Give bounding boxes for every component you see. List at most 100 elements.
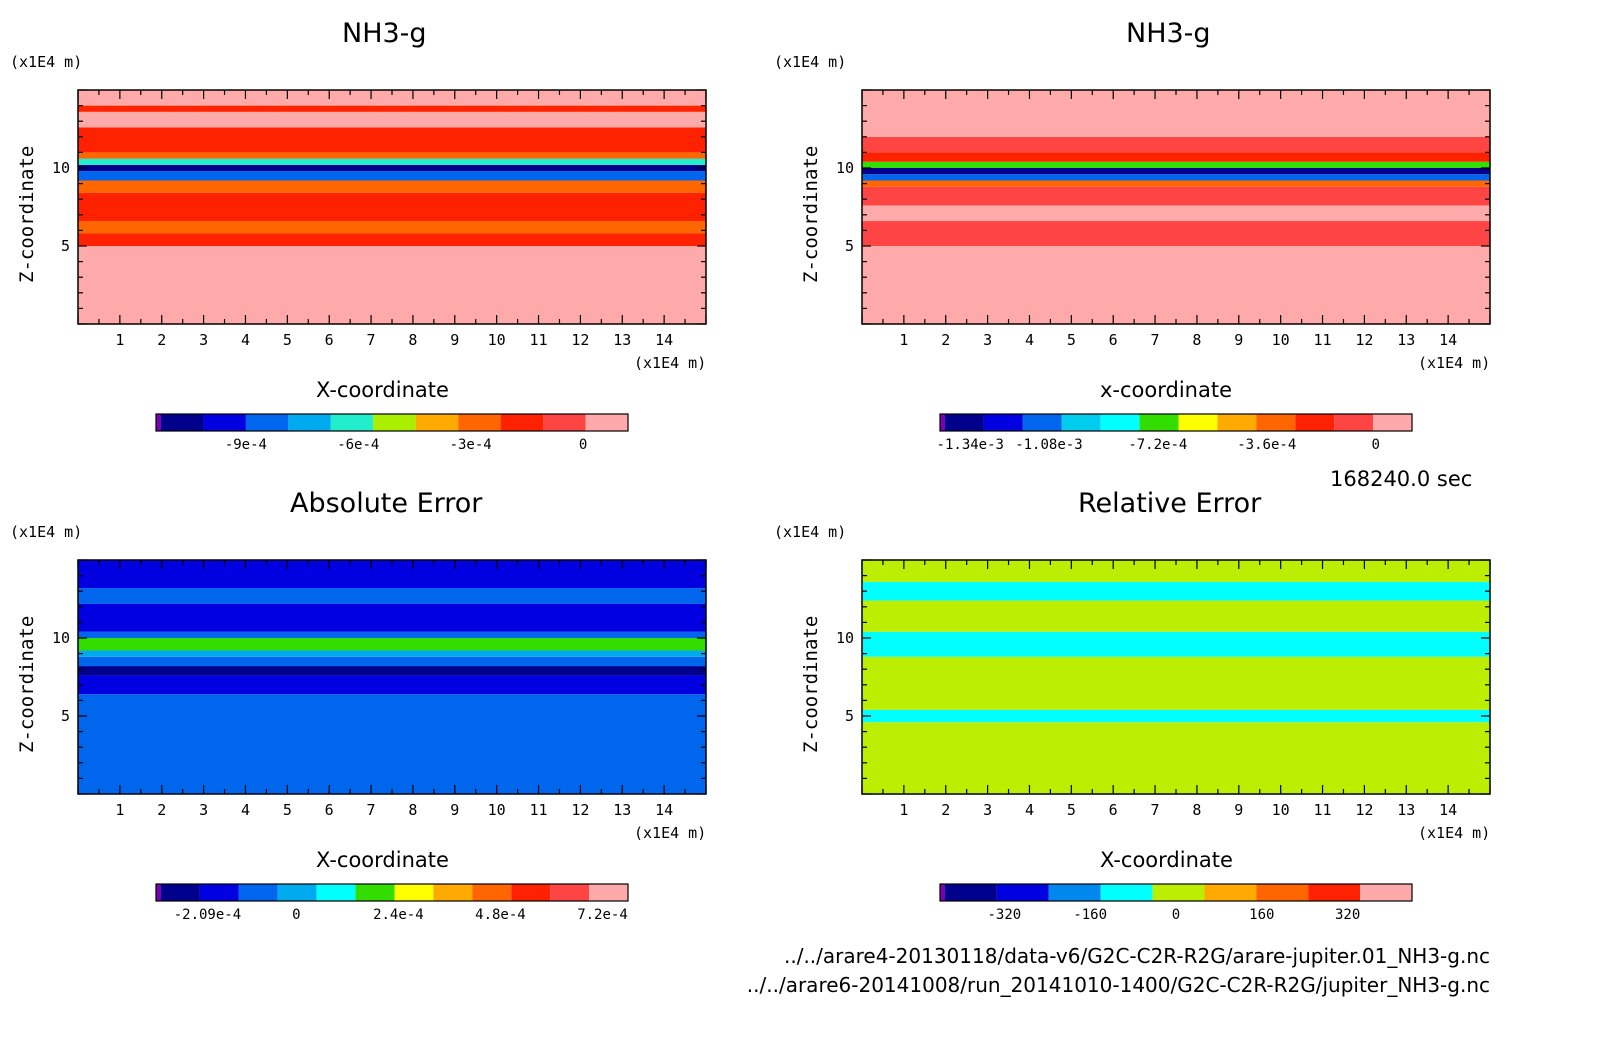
contour-band xyxy=(862,114,1490,137)
contour-band xyxy=(862,161,1490,168)
x-tick-label: 11 xyxy=(530,801,548,819)
contour-band xyxy=(78,171,706,181)
x-unit-label: (x1E4 m) xyxy=(634,354,707,372)
colorbar-tick-label: 0 xyxy=(1172,907,1180,923)
x-tick-label: 8 xyxy=(408,331,417,349)
contour-band xyxy=(862,631,1490,657)
colorbar-frame xyxy=(939,883,1413,902)
colorbar-segment xyxy=(1022,414,1062,431)
x-tick-label: 9 xyxy=(1234,801,1243,819)
colorbar-tick-label: 0 xyxy=(579,437,587,453)
colorbar-tick-label: 7.2e-4 xyxy=(577,907,628,923)
colorbar-tick-label: -320 xyxy=(988,907,1022,923)
contour-band xyxy=(862,168,1490,175)
colorbar-segment xyxy=(161,414,204,431)
colorbar-segment xyxy=(288,414,331,431)
x-tick-label: 5 xyxy=(1067,801,1076,819)
colorbar-tick-label: 320 xyxy=(1335,907,1360,923)
x-unit-label: (x1E4 m) xyxy=(1418,354,1491,372)
colorbar: -2.09e-4 0 2.4e-4 4.8e-4 7.2e-4 xyxy=(155,883,629,923)
contour-band xyxy=(78,90,706,106)
colorbar-tick-label: 4.8e-4 xyxy=(475,907,526,923)
colorbar-segment xyxy=(1152,884,1205,901)
colorbar-segment xyxy=(1100,414,1140,431)
x-tick-label: 3 xyxy=(983,801,992,819)
y-unit-label: (x1E4 m) xyxy=(10,53,83,71)
colorbar-tick-label: -3.6e-4 xyxy=(1237,437,1296,453)
x-tick-label: 7 xyxy=(367,331,376,349)
colorbar-segment xyxy=(245,414,289,431)
contour-band xyxy=(78,127,706,153)
colorbar-tick-label: -160 xyxy=(1073,907,1107,923)
x-axis-label: X-coordinate xyxy=(1100,848,1233,872)
contour-band xyxy=(862,174,1490,181)
contour-band xyxy=(78,111,706,128)
y-tick-label: 5 xyxy=(845,237,854,255)
x-axis-label: x-coordinate xyxy=(1100,378,1233,402)
colorbar-segment xyxy=(433,884,473,901)
x-tick-label: 6 xyxy=(325,801,334,819)
colorbar-segment xyxy=(1178,414,1218,431)
x-tick-label: 9 xyxy=(1234,331,1243,349)
colorbar-segment xyxy=(458,414,501,431)
colorbar-tick-label: -7.2e-4 xyxy=(1128,437,1187,453)
colorbar-segment xyxy=(472,884,512,901)
colorbar-segment xyxy=(199,884,239,901)
contour-band xyxy=(862,152,1490,162)
colorbar-segment xyxy=(1139,414,1179,431)
colorbar-segment xyxy=(550,884,590,901)
contour-band xyxy=(862,136,1490,153)
contour-band xyxy=(862,205,1490,222)
contour-band xyxy=(78,675,706,695)
contour-band xyxy=(78,180,706,193)
y-unit-label: (x1E4 m) xyxy=(10,523,83,541)
file-path-1: ../../arare4-20130118/data-v6/G2C-C2R-R2… xyxy=(783,944,1490,968)
colorbar-segment xyxy=(373,414,416,431)
x-tick-label: 7 xyxy=(367,801,376,819)
colorbar-segment xyxy=(1204,884,1257,901)
x-tick-label: 14 xyxy=(1439,331,1457,349)
file-path-2: ../../arare6-20141008/run_20141010-1400/… xyxy=(746,973,1490,997)
contour-band xyxy=(78,656,706,667)
x-tick-label: 4 xyxy=(241,331,250,349)
contour-band xyxy=(862,709,1490,723)
contour-band xyxy=(78,105,706,112)
x-tick-label: 2 xyxy=(157,801,166,819)
colorbar-segment xyxy=(156,884,161,901)
colorbar-segment xyxy=(945,884,997,901)
colorbar-frame xyxy=(155,413,629,432)
colorbar-tick-label: 2.4e-4 xyxy=(373,907,424,923)
colorbar-frame xyxy=(939,413,1413,432)
time-label: 168240.0 sec xyxy=(1330,467,1473,491)
x-tick-label: 7 xyxy=(1151,331,1160,349)
x-tick-label: 8 xyxy=(1192,331,1201,349)
x-tick-label: 2 xyxy=(941,331,950,349)
x-tick-label: 1 xyxy=(899,331,908,349)
contour-band xyxy=(78,638,706,651)
x-tick-label: 6 xyxy=(1109,801,1118,819)
colorbar-segment xyxy=(203,414,246,431)
colorbar-segment xyxy=(1373,414,1412,431)
contour-band xyxy=(862,221,1490,246)
y-tick-label: 10 xyxy=(52,629,70,647)
x-tick-label: 13 xyxy=(1397,331,1415,349)
contour-band xyxy=(78,164,706,172)
x-tick-label: 10 xyxy=(1272,801,1290,819)
colorbar-tick-label: -1.08e-3 xyxy=(1015,437,1082,453)
contour-band xyxy=(78,158,706,165)
x-tick-label: 4 xyxy=(241,801,250,819)
colorbar-segment xyxy=(330,414,374,431)
x-tick-label: 5 xyxy=(283,331,292,349)
x-tick-label: 10 xyxy=(488,801,506,819)
x-tick-label: 14 xyxy=(655,331,673,349)
contour-band xyxy=(78,603,706,632)
contour-band xyxy=(862,722,1490,794)
contour-band xyxy=(78,650,706,657)
x-tick-label: 5 xyxy=(1067,331,1076,349)
colorbar-segment xyxy=(1334,414,1374,431)
x-tick-label: 6 xyxy=(325,331,334,349)
x-tick-label: 10 xyxy=(488,331,506,349)
contour-band xyxy=(862,186,1490,206)
